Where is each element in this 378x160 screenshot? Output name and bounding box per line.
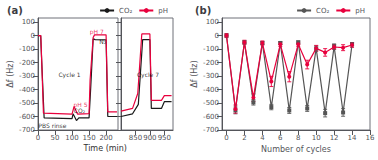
- svg-text:pH 5: pH 5: [73, 101, 87, 109]
- svg-text:-100: -100: [203, 45, 219, 53]
- svg-text:850: 850: [129, 134, 142, 142]
- svg-text:0: 0: [215, 32, 219, 40]
- svg-text:0: 0: [224, 134, 228, 142]
- svg-text:10: 10: [312, 134, 321, 142]
- svg-text:950: 950: [158, 134, 171, 142]
- svg-text:(a): (a): [7, 5, 23, 16]
- svg-text:0: 0: [31, 32, 35, 40]
- svg-text:16: 16: [366, 134, 375, 142]
- svg-text:0: 0: [36, 134, 40, 142]
- svg-text:-400: -400: [19, 86, 35, 94]
- svg-text:-300: -300: [19, 72, 35, 80]
- svg-text:14: 14: [348, 134, 357, 142]
- svg-text:N₂: N₂: [99, 38, 106, 45]
- svg-text:(b): (b): [195, 5, 211, 16]
- svg-text:200: 200: [99, 134, 112, 142]
- svg-text:-400: -400: [203, 86, 219, 94]
- svg-text:pH: pH: [158, 7, 168, 15]
- svg-text:-200: -200: [203, 59, 219, 67]
- svg-text:CO₂: CO₂: [316, 7, 329, 15]
- svg-text:100: 100: [65, 134, 78, 142]
- svg-text:50: 50: [51, 134, 60, 142]
- svg-text:pH 7: pH 7: [90, 28, 104, 36]
- svg-text:-700: -700: [19, 126, 35, 134]
- svg-text:-700: -700: [203, 126, 219, 134]
- svg-text:12: 12: [330, 134, 339, 142]
- svg-text:-100: -100: [19, 45, 35, 53]
- svg-text:Δf (Hz): Δf (Hz): [6, 60, 15, 87]
- svg-text:-200: -200: [19, 59, 35, 67]
- svg-text:pH: pH: [355, 7, 365, 15]
- svg-text:6: 6: [278, 134, 283, 142]
- svg-text:-600: -600: [19, 113, 35, 121]
- svg-text:-500: -500: [203, 99, 219, 107]
- svg-text:-500: -500: [19, 99, 35, 107]
- svg-text:900: 900: [143, 134, 156, 142]
- svg-text:CO₂: CO₂: [74, 107, 86, 114]
- svg-text:150: 150: [82, 134, 95, 142]
- svg-text:Cycle 7: Cycle 7: [137, 71, 159, 79]
- svg-text:2: 2: [242, 134, 246, 142]
- svg-text:-300: -300: [203, 72, 219, 80]
- svg-text:Cycle 1: Cycle 1: [58, 71, 80, 79]
- svg-text:100: 100: [22, 18, 35, 26]
- svg-text:Time (min): Time (min): [82, 144, 126, 153]
- svg-text:CO₂: CO₂: [119, 7, 132, 15]
- svg-text:PBS rinse: PBS rinse: [38, 122, 66, 129]
- svg-text:8: 8: [296, 134, 300, 142]
- svg-text:100: 100: [206, 18, 219, 26]
- svg-text:-600: -600: [203, 113, 219, 121]
- svg-text:Number of cycles: Number of cycles: [261, 145, 331, 154]
- svg-text:4: 4: [260, 134, 265, 142]
- svg-text:Δf (Hz): Δf (Hz): [190, 60, 199, 87]
